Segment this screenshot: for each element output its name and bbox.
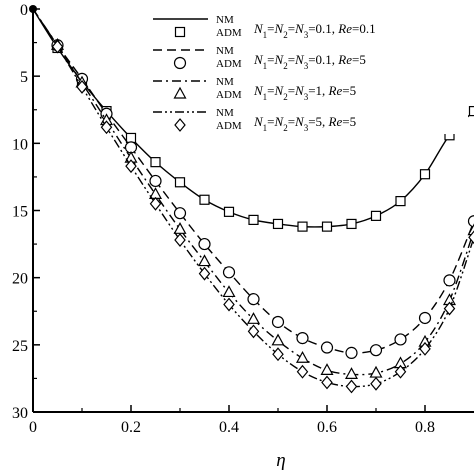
data-point-square <box>346 218 357 230</box>
data-point-circle <box>149 174 162 188</box>
data-point-circle <box>394 333 407 346</box>
y-tick-label: 0 <box>20 2 28 19</box>
data-point-circle <box>247 293 260 306</box>
legend-adm-label: ADM <box>216 120 242 132</box>
legend-nm-label: NM <box>216 76 234 88</box>
legend-adm-label: ADM <box>216 89 242 101</box>
data-point-circle <box>418 311 432 325</box>
legend-nm-label: NM <box>216 14 234 26</box>
data-point-circle <box>173 207 187 220</box>
data-point-diamond <box>51 39 64 54</box>
y-tick-label: 10 <box>12 136 28 153</box>
data-point-circle <box>345 346 358 359</box>
data-point-triangle <box>320 363 334 375</box>
data-point-circle <box>271 315 285 329</box>
data-point-circle <box>222 266 236 279</box>
data-point-diamond <box>125 159 137 174</box>
data-point-square <box>150 157 161 168</box>
data-point-diamond <box>468 230 474 245</box>
data-point-triangle <box>173 86 187 99</box>
data-point-square <box>199 194 210 205</box>
data-point-circle <box>443 274 456 287</box>
data-point-square <box>174 177 186 188</box>
data-point-square <box>395 195 406 207</box>
data-point-diamond <box>174 233 186 247</box>
data-point-triangle <box>271 333 285 346</box>
legend-adm-label: ADM <box>216 27 242 39</box>
legend-nm-label: NM <box>216 107 234 119</box>
data-point-diamond <box>370 376 382 391</box>
legend-nm-label: NM <box>216 45 234 57</box>
data-point-diamond <box>345 379 358 394</box>
y-tick-label: 5 <box>20 69 28 86</box>
data-point-diamond <box>174 118 186 132</box>
series-layer <box>29 5 474 394</box>
data-point-diamond <box>100 120 113 135</box>
data-point-triangle <box>369 365 383 378</box>
data-point-diamond <box>419 341 431 356</box>
x-axis-label: η <box>276 450 285 471</box>
data-point-square <box>223 206 235 217</box>
legend-background <box>148 10 468 134</box>
data-point-diamond <box>321 375 333 390</box>
data-point-circle <box>369 344 383 357</box>
y-tick-label: 15 <box>12 204 28 221</box>
x-tick-label: 0.2 <box>121 419 141 436</box>
y-tick-label: 25 <box>12 338 28 355</box>
data-point-diamond <box>296 364 309 379</box>
x-tick-label: 0 <box>29 419 37 436</box>
legend-entry-label: N1=N2=N3=5, Re=5 <box>253 114 356 133</box>
data-point-square <box>370 210 382 221</box>
y-tick-label: 30 <box>12 405 28 422</box>
x-tick-label: 0.6 <box>317 419 337 436</box>
data-point-square <box>174 26 186 38</box>
data-point-square <box>419 169 431 180</box>
data-point-diamond <box>149 196 162 211</box>
data-point-triangle <box>344 367 359 379</box>
data-point-diamond <box>223 297 235 312</box>
data-point-diamond <box>443 301 456 316</box>
data-point-triangle <box>173 222 187 234</box>
data-point-circle <box>296 332 309 345</box>
data-point-square <box>321 221 333 232</box>
x-tick-label: 0.8 <box>415 419 435 436</box>
data-point-circle <box>173 56 187 70</box>
y-tick-label: 20 <box>12 271 28 288</box>
data-point-square <box>468 105 474 117</box>
legend-entry-label: N1=N2=N3=0.1, Re=0.1 <box>253 21 376 40</box>
data-point-circle <box>467 215 474 228</box>
data-point-triangle <box>197 254 212 267</box>
legend-entry-label: N1=N2=N3=0.1, Re=5 <box>253 52 366 71</box>
data-point-square <box>297 221 308 232</box>
data-point-triangle <box>295 351 310 363</box>
legend-entry-label: N1=N2=N3=1, Re=5 <box>253 83 356 102</box>
data-point-triangle <box>246 312 261 324</box>
data-point-circle <box>320 341 334 354</box>
x-tick-label: 0.4 <box>219 419 239 436</box>
axes: 0 0.2 0.4 0.6 0.8 0 5 10 15 20 25 30 <box>12 2 474 436</box>
data-point-diamond <box>76 79 88 94</box>
data-point-diamond <box>198 266 211 281</box>
data-point-diamond <box>394 364 407 379</box>
data-point-square <box>248 214 259 226</box>
data-point-diamond <box>272 347 284 362</box>
series-4 <box>32 8 474 394</box>
data-point-square <box>125 132 137 144</box>
origin-point <box>29 5 37 13</box>
data-point-square <box>272 218 284 230</box>
data-point-circle <box>198 237 211 251</box>
data-point-diamond <box>247 324 260 339</box>
legend-adm-label: ADM <box>216 58 242 70</box>
data-point-triangle <box>222 285 236 298</box>
